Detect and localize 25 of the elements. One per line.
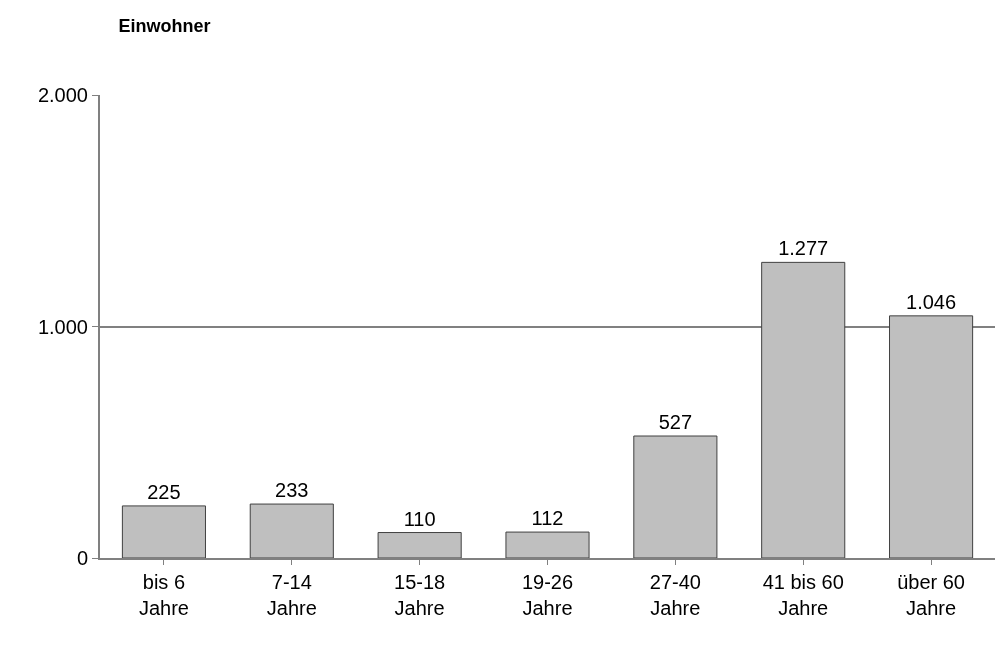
x-tick-label: 19-26 Jahre <box>521 571 574 619</box>
data-label: 225 <box>147 480 181 503</box>
x-tick-label: 7-14 Jahre <box>266 571 317 619</box>
bar <box>889 315 974 558</box>
data-label: 233 <box>275 479 309 502</box>
data-label: 1.046 <box>906 290 957 313</box>
x-tick-label: 15-18 Jahre <box>394 571 446 619</box>
y-tick-label: 0 <box>76 547 88 569</box>
data-label: 110 <box>403 507 436 530</box>
bar <box>761 261 846 558</box>
chart-title: Einwohner <box>118 16 211 37</box>
data-label: 112 <box>531 507 564 530</box>
bar <box>377 532 462 558</box>
x-tick-label: 27-40 Jahre <box>649 571 701 619</box>
y-tick-label: 2.000 <box>37 84 88 106</box>
data-label: 1.277 <box>778 237 829 260</box>
y-tick-label: 1.000 <box>37 315 88 338</box>
bar <box>633 435 718 558</box>
x-tick-label: über 60 Jahre <box>897 571 965 619</box>
x-tick-label: 41 bis 60 Jahre <box>762 571 844 619</box>
bar <box>505 531 590 558</box>
data-label: 527 <box>658 411 693 433</box>
bar <box>249 503 334 558</box>
bar <box>121 505 206 558</box>
x-tick-label: bis 6 Jahre <box>138 571 189 619</box>
